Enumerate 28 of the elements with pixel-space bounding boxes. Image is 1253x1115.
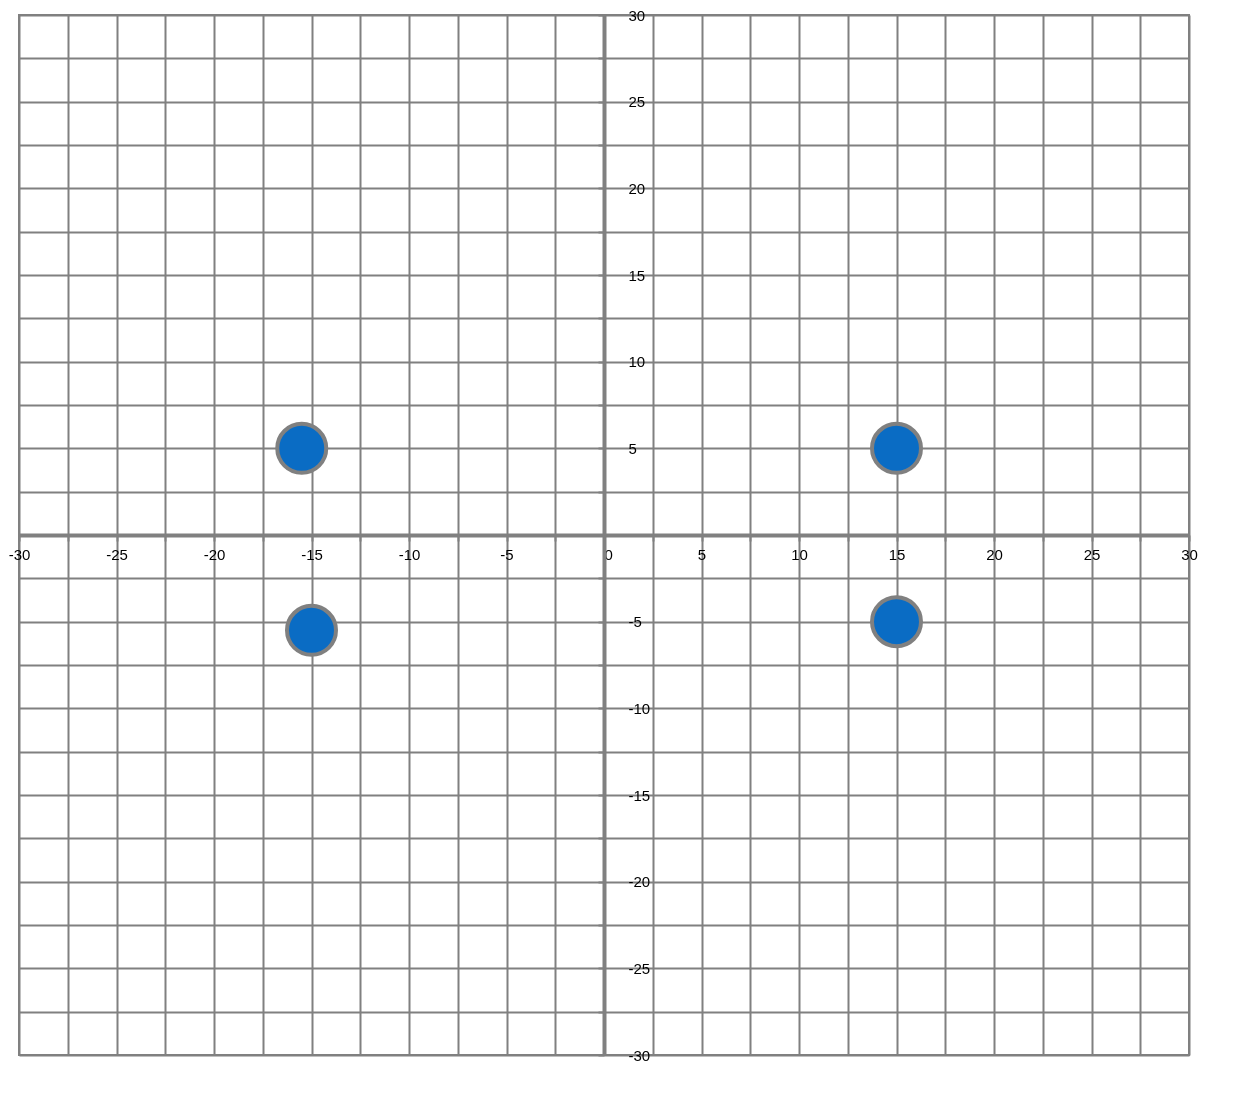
point (870, 595, 923, 649)
x-tick-label: 5 (697, 545, 707, 563)
x-tick-label: -15 (301, 545, 323, 563)
x-tick-label: -5 (500, 545, 514, 563)
point (870, 421, 923, 475)
point (285, 603, 338, 657)
x-tick-label: -10 (398, 545, 421, 563)
y-tick-label: -10 (628, 699, 651, 717)
y-tick-label: 5 (628, 439, 637, 457)
x-tick-label: 30 (1181, 545, 1198, 563)
x-tick-label: 25 (1083, 545, 1101, 563)
y-tick-label: -20 (628, 873, 651, 891)
y-tick-label: 20 (628, 179, 646, 197)
y-tick-label: 25 (628, 93, 646, 111)
y-tick-label: -5 (628, 613, 642, 631)
x-tick-label: 10 (791, 545, 808, 563)
x-tick-label: 20 (986, 545, 1003, 563)
x-tick-label: -20 (203, 545, 226, 563)
y-tick-label: 30 (628, 6, 646, 24)
y-tick-label: 10 (628, 353, 646, 371)
x-tick-label: 15 (888, 545, 906, 563)
y-tick-label: -25 (628, 959, 651, 977)
y-tick-label: -15 (628, 786, 651, 804)
y-tick-label: -30 (628, 1046, 651, 1064)
x-tick-label: -30 (8, 545, 31, 563)
y-tick-label: 15 (628, 266, 646, 284)
point (275, 421, 329, 475)
x-tick-label: -25 (106, 545, 128, 563)
